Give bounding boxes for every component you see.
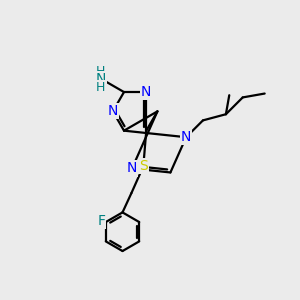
Text: F: F — [97, 214, 105, 228]
Text: N: N — [127, 161, 137, 176]
Text: H: H — [96, 81, 105, 94]
Text: S: S — [139, 159, 148, 173]
Text: N: N — [181, 130, 191, 144]
Text: N: N — [108, 104, 118, 118]
Text: N: N — [95, 72, 106, 86]
Text: H: H — [96, 64, 105, 78]
Text: N: N — [141, 85, 152, 99]
